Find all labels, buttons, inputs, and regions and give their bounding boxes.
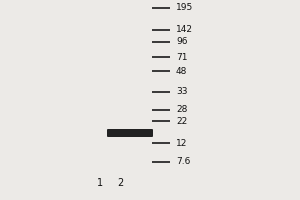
Text: 22: 22 (176, 116, 187, 126)
Text: 7.6: 7.6 (176, 158, 190, 166)
FancyBboxPatch shape (107, 129, 153, 137)
Text: 48: 48 (176, 66, 188, 75)
Text: 71: 71 (176, 52, 188, 62)
Text: 2: 2 (117, 178, 123, 188)
Text: 96: 96 (176, 38, 188, 46)
Text: 1: 1 (97, 178, 103, 188)
Text: 12: 12 (176, 138, 188, 148)
Text: 33: 33 (176, 88, 188, 97)
Text: 28: 28 (176, 106, 188, 114)
Text: 142: 142 (176, 25, 193, 34)
Text: 195: 195 (176, 3, 193, 12)
